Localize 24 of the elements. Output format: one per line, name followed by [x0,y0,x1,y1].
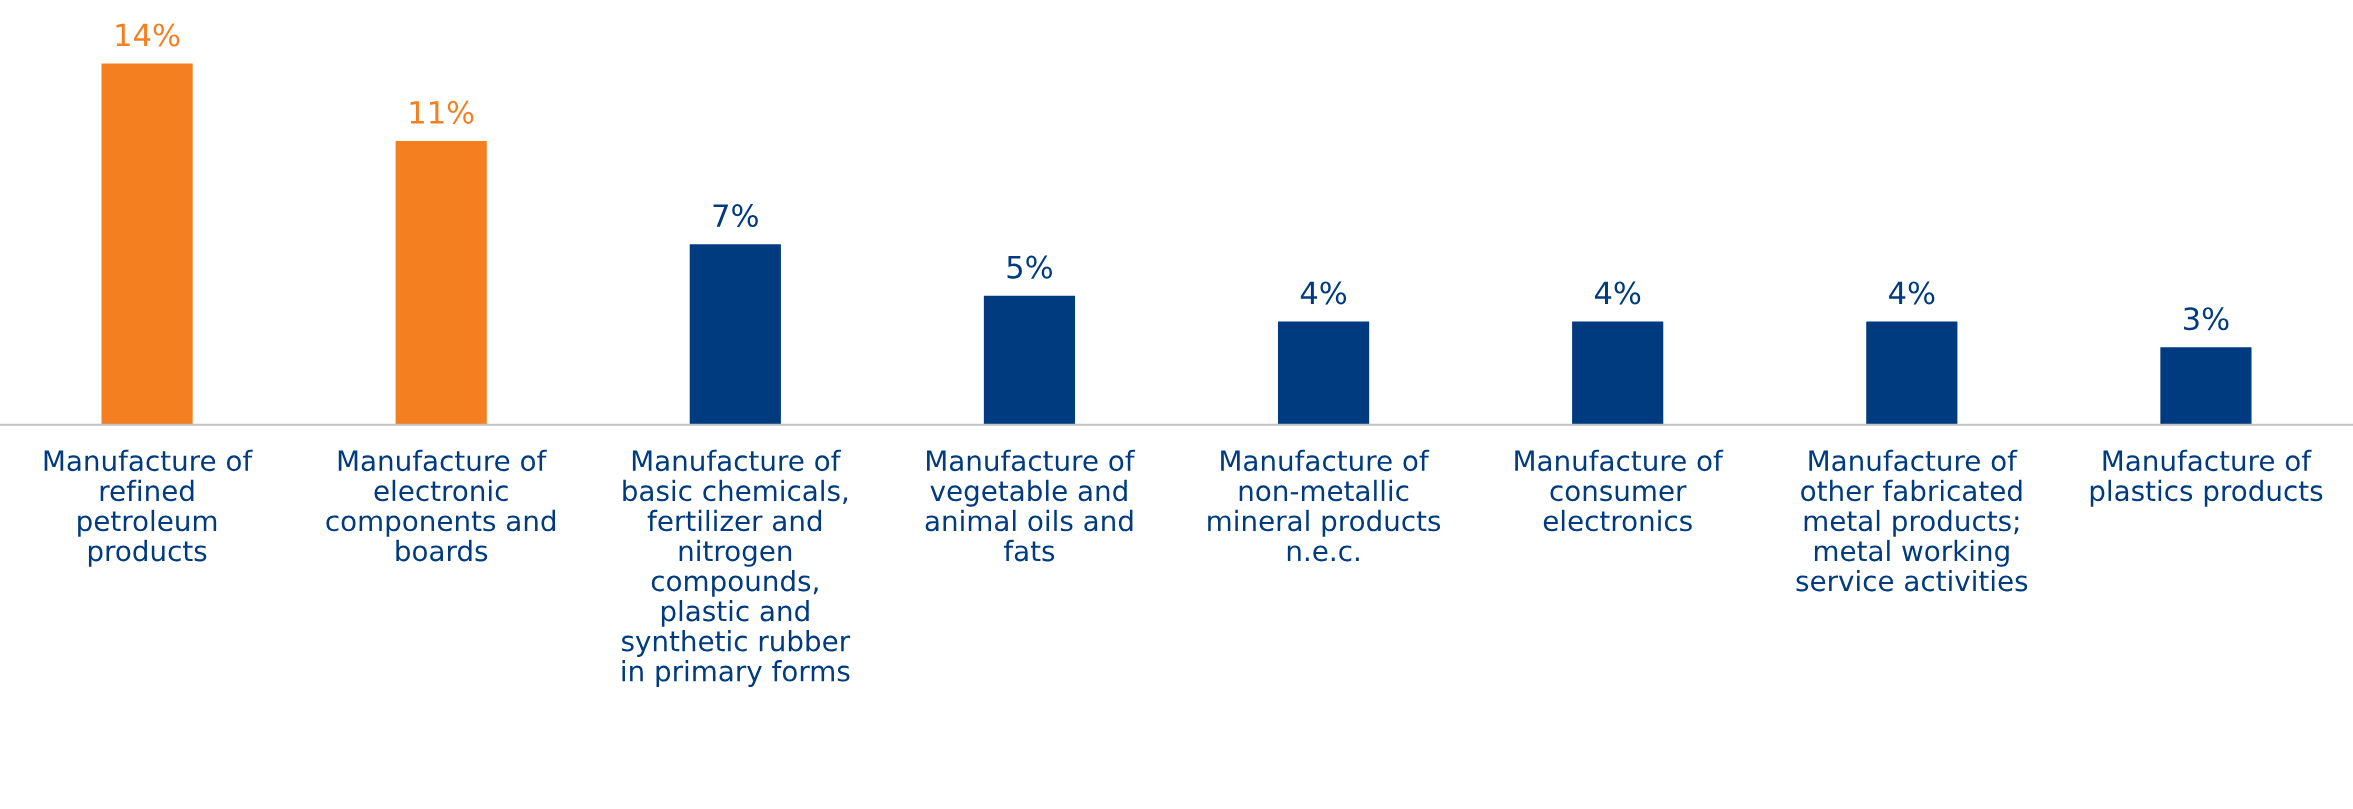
x-tick-label: Manufacture of plastics products [2090,449,2323,507]
bar [2160,347,2252,425]
bar [983,295,1076,425]
data-label: 5% [1007,255,1052,279]
bar [689,244,781,425]
x-tick-label: Manufacture of electronic components and boards [326,449,556,562]
x-tick-label: Manufacture of non-metallic mineral products n.e.c. [1208,449,1441,562]
bar [101,63,193,425]
data-label: 4% [1889,281,1935,305]
data-label: 11% [410,100,474,124]
data-label: 4% [1300,281,1347,305]
x-tick-label: Manufacture of other fabricated metal products; metal working service activities [1796,449,2028,592]
bar [1866,321,1958,425]
data-label: 4% [1594,281,1641,305]
data-label: 3% [2184,307,2229,331]
bar [1277,321,1370,425]
x-tick-label: Manufacture of vegetable and animal oils and fats [925,449,1136,562]
x-tick-label: Manufacture of refined petroleum products [44,449,253,567]
bar [395,140,487,425]
x-tick-label: Manufacture of consumer electronics [1515,449,1724,532]
data-label: 7% [713,204,758,228]
bar [1572,321,1664,425]
data-label: 14% [116,23,180,47]
x-tick-label: Manufacture of basic chemicals, fertilizer and nitrogen compounds, plastic and synthetic rubber in primary forms [622,449,851,687]
